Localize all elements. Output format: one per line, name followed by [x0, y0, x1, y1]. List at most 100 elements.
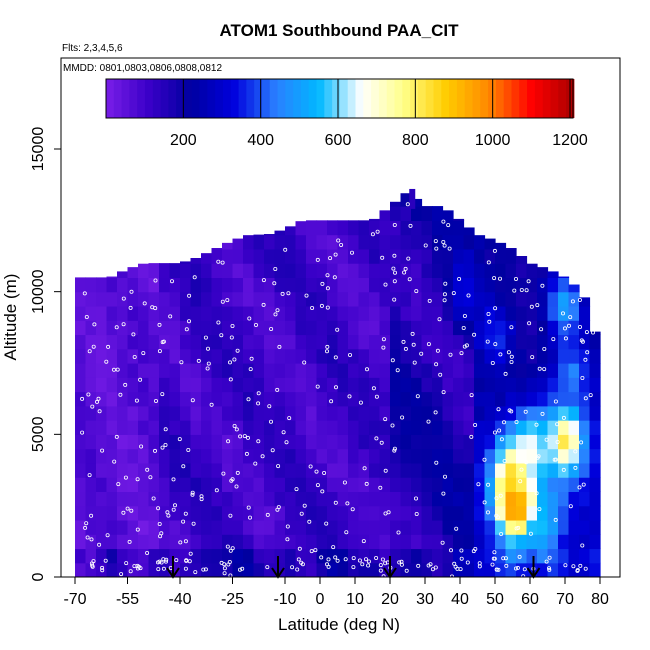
- heatmap-cell: [264, 420, 276, 435]
- heatmap-cell: [264, 234, 276, 236]
- sample-dot: [493, 342, 498, 347]
- sample-dot: [319, 303, 324, 308]
- y-axis-label: Altitude (m): [1, 274, 20, 361]
- heatmap-cell: [589, 548, 601, 564]
- heatmap-cell: [285, 277, 297, 293]
- sample-dot: [383, 468, 388, 473]
- heatmap-cell: [568, 420, 580, 435]
- heatmap-cell: [243, 263, 255, 278]
- colorbar-segment: [394, 79, 403, 118]
- sample-dot: [290, 565, 295, 570]
- heatmap-cell: [117, 305, 129, 321]
- heatmap-cell: [159, 448, 171, 464]
- sample-dot: [216, 320, 221, 325]
- heatmap-cell: [505, 434, 517, 450]
- heatmap-cell: [264, 405, 276, 421]
- heatmap-cell: [222, 434, 234, 450]
- flights-label: Flts: 2,3,4,5,6: [62, 43, 123, 54]
- sample-dot: [285, 537, 290, 542]
- heatmap-cell: [306, 277, 318, 293]
- heatmap-cell: [180, 305, 192, 321]
- sample-dot: [139, 444, 144, 449]
- heatmap-cell: [579, 505, 591, 521]
- sample-dot: [138, 566, 143, 571]
- heatmap-cell: [180, 462, 192, 478]
- heatmap-cell: [138, 562, 150, 577]
- heatmap-cell: [232, 277, 244, 293]
- heatmap-cell: [495, 263, 507, 278]
- heatmap-cell: [390, 305, 402, 321]
- heatmap-cell: [442, 462, 454, 478]
- heatmap-cell: [453, 534, 465, 550]
- sample-dot: [392, 222, 397, 227]
- heatmap-cell: [127, 291, 139, 307]
- heatmap-cell: [474, 405, 486, 421]
- heatmap-cell: [411, 248, 423, 264]
- heatmap-cell: [285, 548, 297, 564]
- sample-dot: [228, 548, 233, 553]
- heatmap-cell: [327, 277, 339, 293]
- heatmap-cell: [253, 391, 265, 407]
- heatmap-cell: [127, 405, 139, 421]
- heatmap-cell: [369, 220, 381, 236]
- sample-dot: [313, 548, 318, 553]
- heatmap-cell: [264, 462, 276, 478]
- heatmap-cell: [558, 548, 570, 564]
- heatmap-cell: [159, 519, 171, 535]
- colorbar-segment: [527, 79, 536, 118]
- heatmap-cell: [432, 420, 444, 435]
- sample-dot: [84, 521, 89, 526]
- heatmap-cell: [474, 363, 486, 378]
- heatmap-cell: [138, 448, 150, 464]
- heatmap-cell: [421, 477, 433, 492]
- heatmap-cell: [558, 462, 570, 478]
- sample-dot: [280, 291, 285, 296]
- sample-dot: [446, 223, 451, 228]
- heatmap-cell: [348, 477, 360, 492]
- colorbar-segment: [316, 79, 325, 118]
- heatmap-cell: [411, 263, 423, 278]
- heatmap-cell: [568, 334, 580, 350]
- sample-dot: [496, 407, 501, 412]
- heatmap-cell: [442, 334, 454, 350]
- heatmap-cell: [295, 420, 307, 435]
- colorbar-tick-label: 1200: [552, 132, 588, 149]
- heatmap-cell: [558, 420, 570, 435]
- sample-dot: [408, 223, 413, 228]
- heatmap-cell: [274, 263, 286, 278]
- heatmap-cell: [222, 448, 234, 464]
- heatmap-cell: [148, 305, 160, 321]
- heatmap-cell: [547, 420, 559, 435]
- heatmap-cell: [379, 534, 391, 550]
- heatmap-cell: [316, 348, 328, 364]
- heatmap-cell: [505, 305, 517, 321]
- colorbar-segment: [480, 79, 489, 118]
- sample-dot: [362, 466, 367, 471]
- heatmap-cell: [190, 263, 202, 278]
- heatmap-cell: [558, 291, 570, 307]
- heatmap-cell: [316, 405, 328, 421]
- sample-dot: [92, 322, 97, 327]
- heatmap-cell: [201, 462, 213, 478]
- colorbar-frame: [105, 78, 574, 119]
- heatmap-cell: [211, 491, 223, 507]
- sample-dot: [205, 366, 210, 371]
- sample-dot: [537, 507, 542, 512]
- heatmap-cell: [180, 320, 192, 336]
- sample-dot: [206, 361, 211, 366]
- heatmap-cell: [190, 291, 202, 307]
- heatmap-cell: [253, 534, 265, 550]
- heatmap-cell: [117, 462, 129, 478]
- heatmap-cell: [421, 562, 433, 577]
- sample-dot: [442, 243, 447, 248]
- heatmap-cell: [96, 477, 108, 492]
- heatmap-cell: [526, 505, 538, 521]
- heatmap-cell: [369, 562, 381, 577]
- heatmap-cell: [348, 448, 360, 464]
- sample-dot: [171, 477, 176, 482]
- heatmap-cell: [495, 534, 507, 550]
- heatmap-cell: [169, 263, 181, 278]
- heatmap-cell: [148, 434, 160, 450]
- heatmap-cell: [390, 348, 402, 364]
- heatmap-cell: [411, 363, 423, 378]
